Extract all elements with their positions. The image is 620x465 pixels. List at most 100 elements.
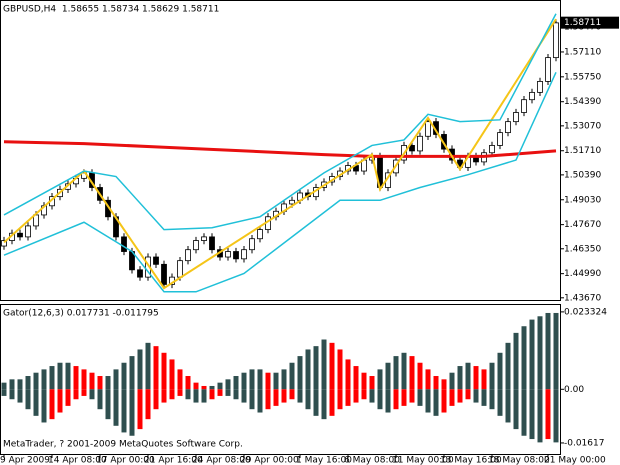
x-tick-label: 11 May 00:00 [392,456,454,465]
gator-bar [33,389,39,416]
gator-bar [25,389,31,410]
gator-bar [313,346,319,390]
gator-bar [337,349,343,390]
gator-bar [377,369,383,390]
y-tick-label: 1.57110 [564,47,601,57]
gator-bar [513,389,519,430]
gator-bar [529,389,535,440]
candle-body [177,260,183,278]
gator-bar [185,376,191,390]
indicator-title: Gator(12,6,3) 0.017731 -0.011795 [3,309,159,319]
gator-bar [441,389,447,413]
gator-bar [1,389,7,396]
x-tick-label: 14 Apr 08:00 [48,456,107,465]
gator-bar [169,389,175,400]
gator-bar [497,352,503,390]
gator-bar [201,389,207,403]
y-tick-label: 1.51710 [564,146,601,156]
gator-bar [489,362,495,390]
gator-bar [481,389,487,406]
gator-bar [169,359,175,390]
gator-bar [49,366,55,390]
candle-body [497,132,503,146]
gator-bar [105,389,111,420]
gator-bar [81,369,87,390]
gator-bar [57,389,63,413]
y-tick-label: 1.54390 [564,97,601,107]
candle-body [553,22,559,59]
gator-bar [257,389,263,413]
gator-bar [105,376,111,390]
gator-bar [401,352,407,390]
gator-bar [449,389,455,406]
y-tick-label: 1.55750 [564,72,601,82]
gator-bar [217,389,223,396]
gator-bar [193,389,199,403]
candle-body [545,57,551,82]
gator-bar [297,356,303,390]
gator-bar [97,389,103,410]
gator-bar [457,366,463,390]
gator-bar [465,362,471,390]
gator-bar [393,389,399,410]
x-tick-label: 24 Apr 08:00 [192,456,251,465]
gator-bar [185,389,191,400]
gator-bar [265,389,271,410]
gator-bar [289,389,295,400]
gator-bar [321,339,327,390]
gator-bar [361,372,367,390]
copyright: MetaTrader, ? 2001-2009 MetaQuotes Softw… [3,440,243,450]
gator-bar [193,382,199,390]
gator-bar [553,389,559,443]
y-tick-label: 0.023324 [564,307,607,317]
gator-bar [417,389,423,406]
gator-bar [153,346,159,390]
x-tick-label: 17 Apr 00:00 [96,456,155,465]
gator-bar [537,316,543,390]
gator-bar [33,372,39,390]
gator-bar [217,382,223,390]
gator-bar [265,372,271,390]
gator-bar [17,389,23,403]
gator-bar [129,356,135,390]
gator-bar [9,379,15,390]
gator-bar [65,362,71,390]
current-price-label: 1.58711 [564,18,601,28]
y-tick-label: 1.50390 [564,170,601,180]
gator-bar [329,389,335,416]
gator-bar [377,389,383,410]
gator-bar [425,369,431,390]
gator-bar [417,362,423,390]
candle-body [185,249,191,262]
gator-bar [177,369,183,390]
overlay-line [3,18,557,290]
gator-bar [113,389,119,426]
gator-bar [305,349,311,390]
gator-bar [313,389,319,416]
candle-body [289,199,295,205]
gator-bar [409,356,415,390]
candle-body [249,238,255,251]
candle-body [409,145,415,152]
candle-body [161,263,167,285]
overlay-line [3,71,557,293]
x-tick-label: 21 Apr 16:00 [144,456,203,465]
x-tick-label: 18 May 08:00 [488,456,550,465]
gator-bar [65,389,71,406]
gator-bar [73,389,79,400]
candle-body [17,232,23,238]
gator-bar [401,389,407,406]
gator-bar [153,389,159,410]
gator-bar [89,389,95,400]
gator-bar [289,362,295,390]
gator-bar [305,389,311,410]
candle-body [513,112,519,123]
gator-bar [465,389,471,400]
gator-bar [545,389,551,440]
gator-bar [529,319,535,390]
candle-body [425,121,431,137]
candle-body [521,99,527,113]
gator-bar [481,369,487,390]
gator-bar [25,376,31,390]
